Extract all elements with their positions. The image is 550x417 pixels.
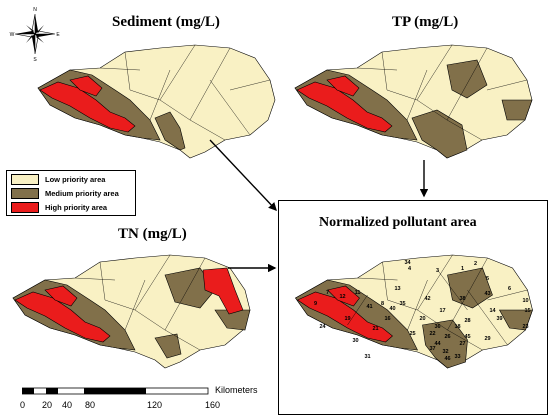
- tn-map: [12, 254, 251, 369]
- subbasin-label: 38: [459, 296, 465, 302]
- map-legend: Low priority area Medium priority area H…: [6, 170, 136, 216]
- scale-tick-120: 120: [147, 400, 163, 410]
- subbasin-label: 17: [439, 308, 445, 314]
- basin-medium-4: [154, 333, 182, 359]
- legend-item-medium: Medium priority area: [11, 188, 119, 199]
- subbasin-label: 34: [404, 260, 411, 266]
- subbasin-label: 39: [496, 316, 502, 322]
- subbasin-label: 28: [464, 318, 470, 324]
- subbasin-label: 40: [389, 306, 395, 312]
- basin-high-2: [326, 75, 360, 97]
- subbasin-label: 16: [384, 316, 390, 322]
- tn-title: TN (mg/L): [118, 226, 187, 242]
- legend-item-high: High priority area: [11, 202, 107, 213]
- legend-label-high: High priority area: [45, 203, 108, 212]
- legend-swatch-medium: [11, 188, 39, 199]
- subbasin-label: 10: [522, 298, 528, 304]
- subbasin-label: 30: [352, 338, 358, 344]
- subbasin-label: 12: [339, 294, 345, 300]
- legend-label-medium: Medium priority area: [45, 189, 119, 198]
- subbasin-label: 21: [372, 326, 378, 332]
- subbasin-label: 24: [319, 324, 326, 330]
- compass-e: E: [56, 32, 60, 38]
- subbasin-label: 22: [429, 331, 435, 337]
- subbasin-label: 46: [444, 356, 450, 362]
- subbasin-label: 25: [409, 331, 415, 337]
- subbasin-label: 5: [486, 276, 489, 282]
- scale-tick-20: 20: [42, 400, 53, 410]
- subbasin-label: 19: [344, 316, 350, 322]
- subbasin-label: 37: [429, 346, 435, 352]
- subbasin-label: 27: [459, 341, 465, 347]
- legend-label-low: Low priority area: [45, 175, 106, 184]
- subbasin-label: 20: [419, 316, 425, 322]
- subbasin-label: 33: [454, 354, 460, 360]
- scale-bar: [22, 387, 209, 395]
- subbasin-label: 23: [522, 324, 528, 330]
- legend-swatch-high: [11, 202, 39, 213]
- subbasin-label: 35: [399, 301, 405, 307]
- subbasin-label: 3: [436, 268, 439, 274]
- subbasin-label: 26: [444, 334, 450, 340]
- tp-title: TP (mg/L): [392, 14, 459, 30]
- subbasin-label: 8: [381, 301, 384, 307]
- subbasin-label: 9: [314, 301, 317, 307]
- tp-map: [294, 44, 533, 159]
- basin-medium-3: [422, 319, 468, 369]
- sediment-title: Sediment (mg/L): [112, 14, 220, 30]
- basin-high-2: [326, 285, 360, 307]
- subbasin-label: 11: [355, 290, 361, 296]
- subbasin-label: 4: [408, 266, 412, 272]
- normalized-title: Normalized pollutant area: [319, 215, 477, 230]
- subbasin-label: 1: [461, 266, 464, 272]
- scale-units: Kilometers: [215, 385, 258, 395]
- compass-s: S: [33, 57, 37, 62]
- basin-medium-3: [411, 109, 468, 159]
- basin-medium-4: [501, 99, 533, 121]
- compass-n: N: [33, 7, 37, 13]
- compass-rose-icon: N S E W: [10, 7, 61, 62]
- scale-tick-40: 40: [62, 400, 73, 410]
- subbasin-label: 29: [484, 336, 490, 342]
- subbasin-label: 15: [524, 308, 530, 314]
- arrow-sediment-to-normalized: [209, 139, 277, 212]
- subbasin-label: 18: [454, 324, 460, 330]
- basin-medium-4: [498, 309, 533, 331]
- basin-high-2: [44, 285, 78, 307]
- basin-high-2: [69, 75, 103, 97]
- scale-tick-80: 80: [85, 400, 96, 410]
- subbasin-label: 36: [434, 324, 440, 330]
- sediment-map: [37, 44, 276, 159]
- subbasin-label: 42: [424, 296, 430, 302]
- subbasin-label: 32: [442, 349, 448, 355]
- basin-medium-2: [446, 59, 488, 99]
- compass-w: W: [10, 32, 15, 38]
- basin-high-3: [202, 267, 244, 315]
- basin-medium-2: [164, 267, 216, 309]
- subbasin-label: 2: [474, 261, 477, 267]
- basin-medium-2: [154, 111, 186, 151]
- subbasin-label: 14: [489, 308, 496, 314]
- scale-tick-0: 0: [20, 400, 26, 410]
- scale-tick-160: 160: [205, 400, 221, 410]
- subbasin-label: 6: [508, 286, 511, 292]
- subbasin-label: 44: [434, 341, 441, 347]
- subbasin-label: 31: [364, 354, 370, 360]
- subbasin-label: 41: [366, 304, 372, 310]
- legend-item-low: Low priority area: [11, 174, 105, 185]
- subbasin-label: 45: [464, 334, 470, 340]
- subbasin-label: 13: [394, 286, 400, 292]
- subbasin-label: 43: [484, 291, 490, 297]
- legend-swatch-low: [11, 174, 39, 185]
- subbasin-label: 7: [326, 290, 329, 296]
